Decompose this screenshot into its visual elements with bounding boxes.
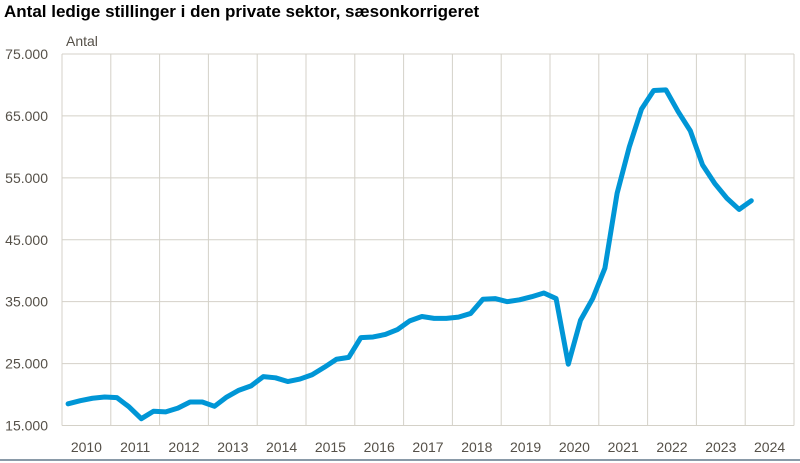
y-axis-ticks: 15.000 25.000 35.000 45.000 55.000 65.000 75.0… [5, 46, 48, 434]
x-tick-label: 2016 [364, 439, 395, 455]
x-axis-ticks: 2010 2011 2012 2013 2014 2015 2016 2017 2018 2019… [71, 439, 786, 455]
x-tick-label: 2020 [559, 439, 590, 455]
x-tick-label: 2024 [754, 439, 785, 455]
x-tick-label: 2022 [656, 439, 687, 455]
x-tick-label: 2010 [71, 439, 102, 455]
x-tick-label: 2023 [705, 439, 736, 455]
x-tick-label: 2019 [510, 439, 541, 455]
series [65, 87, 754, 422]
chart-title: Antal ledige stillinger i den private se… [4, 2, 480, 21]
y-tick-label: 45.000 [5, 232, 48, 248]
y-tick-label: 55.000 [5, 170, 48, 186]
grid [61, 53, 795, 426]
y-tick-label: 75.000 [5, 46, 48, 62]
x-tick-label: 2012 [168, 439, 199, 455]
x-tick-label: 2014 [266, 439, 297, 455]
y-axis-label: Antal [66, 33, 98, 49]
y-tick-label: 15.000 [5, 418, 48, 434]
x-tick-label: 2017 [412, 439, 443, 455]
y-tick-label: 35.000 [5, 294, 48, 310]
x-tick-label: 2021 [608, 439, 639, 455]
bottom-divider [0, 459, 800, 461]
x-tick-label: 2015 [315, 439, 346, 455]
x-tick-label: 2011 [120, 439, 150, 455]
x-tick-label: 2013 [217, 439, 248, 455]
y-tick-label: 25.000 [5, 356, 48, 372]
series-line [65, 87, 754, 422]
x-tick-label: 2018 [461, 439, 492, 455]
y-tick-label: 65.000 [5, 108, 48, 124]
